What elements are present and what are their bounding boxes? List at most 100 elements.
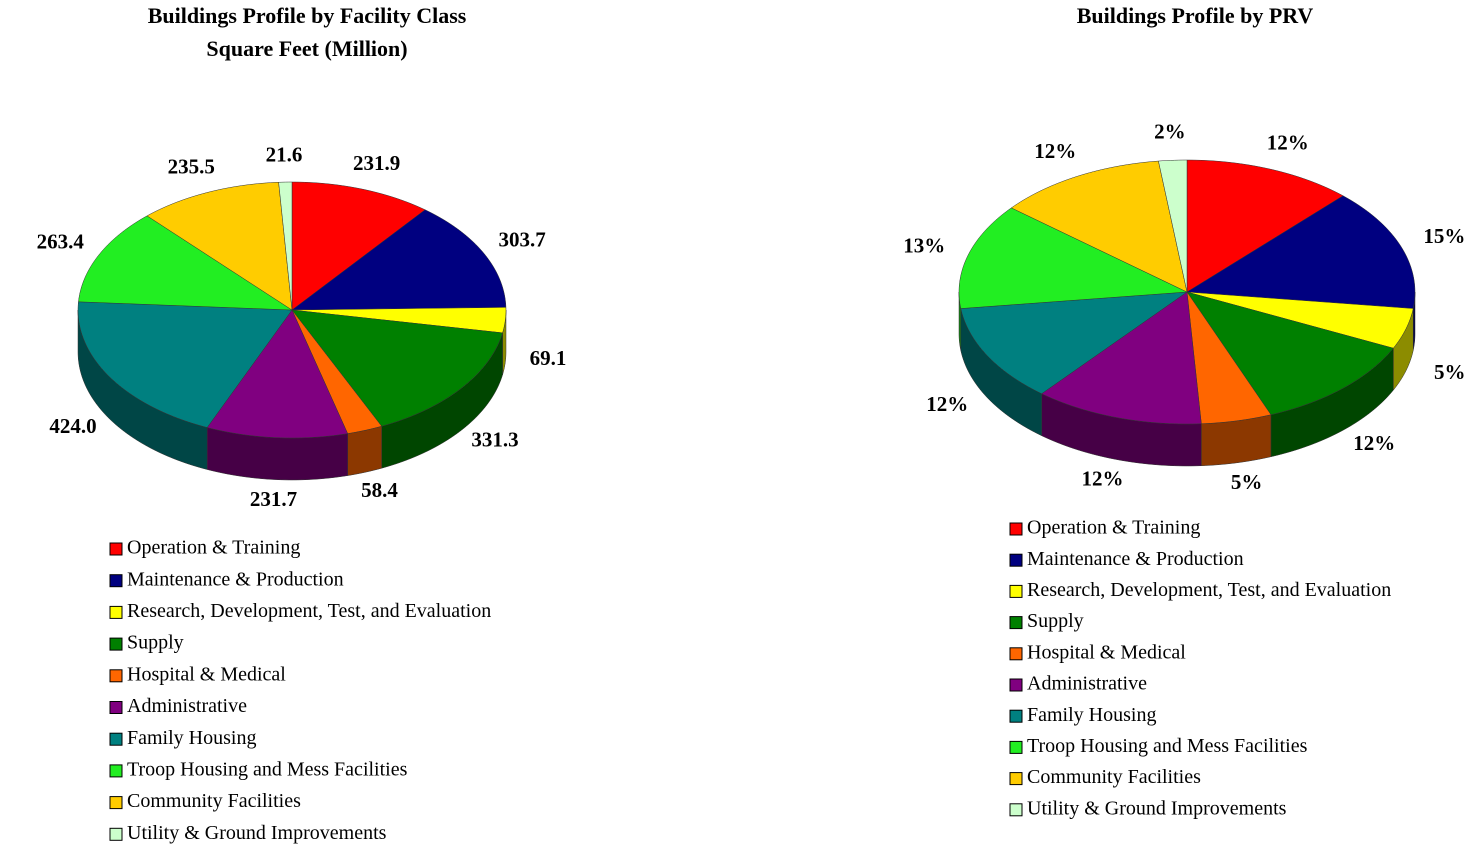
slice-top xyxy=(278,181,293,311)
legend-label: Administrative xyxy=(1027,673,1147,695)
slice xyxy=(278,181,293,311)
value-label: 12% xyxy=(1034,139,1076,163)
value-label: 58.4 xyxy=(361,478,398,502)
legend-swatch xyxy=(109,796,123,810)
value-label: 12% xyxy=(1081,466,1123,490)
slice xyxy=(206,309,349,481)
slice xyxy=(1158,159,1188,293)
legend-swatch xyxy=(109,574,123,588)
legend-label: Supply xyxy=(1027,610,1084,632)
legend-swatch xyxy=(1009,740,1023,754)
value-label: 2% xyxy=(1154,120,1186,144)
value-label: 331.3 xyxy=(471,428,518,452)
value-label: 12% xyxy=(1353,431,1395,455)
legend-label: Community Facilities xyxy=(127,790,301,812)
slice-top xyxy=(960,291,1188,394)
legend-swatch xyxy=(109,764,123,778)
legend-swatch xyxy=(109,542,123,556)
value-label: 12% xyxy=(926,392,968,416)
slice-top xyxy=(1186,291,1394,416)
slice-top xyxy=(77,301,293,428)
legend-label: Utility & Ground Improvements xyxy=(127,822,387,844)
legend-swatch xyxy=(1009,803,1023,817)
value-label: 424.0 xyxy=(49,414,96,438)
value-label: 69.1 xyxy=(530,346,567,370)
legend-swatch xyxy=(109,669,123,683)
value-label: 231.7 xyxy=(250,487,297,511)
value-label: 21.6 xyxy=(266,142,303,166)
slice-top xyxy=(1041,291,1202,425)
slice xyxy=(958,207,1188,351)
slice-top xyxy=(206,309,349,439)
slice-top xyxy=(78,215,293,311)
legend-label: Community Facilities xyxy=(1027,766,1201,788)
value-label: 13% xyxy=(903,234,945,258)
legend-label: Administrative xyxy=(127,695,247,717)
slice-top xyxy=(291,307,507,334)
legend-swatch xyxy=(1009,709,1023,723)
slice xyxy=(291,309,383,476)
slice-top xyxy=(1186,291,1272,424)
legend-swatch xyxy=(109,732,123,746)
legend-label: Troop Housing and Mess Facilities xyxy=(1027,735,1308,757)
legend-label: Supply xyxy=(127,632,184,654)
slice xyxy=(291,209,507,311)
slice xyxy=(1010,160,1188,293)
chart-title: Buildings Profile by Facility Class xyxy=(148,3,467,28)
slice xyxy=(1186,195,1416,351)
legend-label: Maintenance & Production xyxy=(127,568,344,590)
slice xyxy=(78,215,293,311)
value-label: 235.5 xyxy=(168,155,215,179)
legend-swatch xyxy=(1009,678,1023,692)
legend-label: Hospital & Medical xyxy=(1027,641,1186,663)
chart-subtitle: Square Feet (Million) xyxy=(206,36,407,61)
slice-top xyxy=(1010,160,1188,293)
legend-label: Operation & Training xyxy=(1027,517,1200,539)
value-label: 303.7 xyxy=(498,228,545,252)
slice xyxy=(1186,159,1344,293)
legend-label: Utility & Ground Improvements xyxy=(1027,797,1287,819)
slice xyxy=(960,291,1188,437)
value-label: 231.9 xyxy=(353,151,400,175)
value-label: 5% xyxy=(1434,360,1466,384)
slice xyxy=(1186,291,1272,467)
legend-label: Hospital & Medical xyxy=(127,663,286,685)
legend-label: Research, Development, Test, and Evaluat… xyxy=(1027,579,1391,601)
value-label: 15% xyxy=(1423,224,1465,248)
slice xyxy=(291,181,426,311)
slice-top xyxy=(146,181,293,311)
slice-top xyxy=(1186,159,1344,293)
legend-swatch xyxy=(1009,647,1023,661)
legend-label: Maintenance & Production xyxy=(1027,548,1244,570)
slice-top xyxy=(291,309,503,427)
legend-label: Troop Housing and Mess Facilities xyxy=(127,758,408,780)
slice-top xyxy=(291,181,426,311)
legend-swatch xyxy=(1009,616,1023,630)
legend-swatch xyxy=(109,605,123,619)
slice-top xyxy=(1186,291,1414,349)
slice xyxy=(291,307,507,375)
legend-label: Operation & Training xyxy=(127,537,300,559)
value-label: 5% xyxy=(1231,470,1263,494)
legend-label: Research, Development, Test, and Evaluat… xyxy=(127,600,491,622)
slice-top xyxy=(291,309,383,434)
slice-top xyxy=(1186,195,1416,309)
value-label: 12% xyxy=(1267,131,1309,155)
legend-label: Family Housing xyxy=(127,727,256,749)
legend-swatch xyxy=(1009,584,1023,598)
legend-label: Family Housing xyxy=(1027,704,1156,726)
slice-top xyxy=(1158,159,1188,293)
slice xyxy=(146,181,293,311)
legend-swatch xyxy=(109,827,123,841)
slice-top xyxy=(291,209,507,311)
slice xyxy=(77,301,293,470)
value-label: 263.4 xyxy=(37,230,85,254)
legend-swatch xyxy=(109,637,123,651)
legend-swatch xyxy=(1009,772,1023,786)
slice-top xyxy=(958,207,1188,309)
slice xyxy=(1041,291,1202,467)
slice-side xyxy=(347,425,382,476)
legend-swatch xyxy=(1009,553,1023,567)
legend-swatch xyxy=(1009,522,1023,536)
